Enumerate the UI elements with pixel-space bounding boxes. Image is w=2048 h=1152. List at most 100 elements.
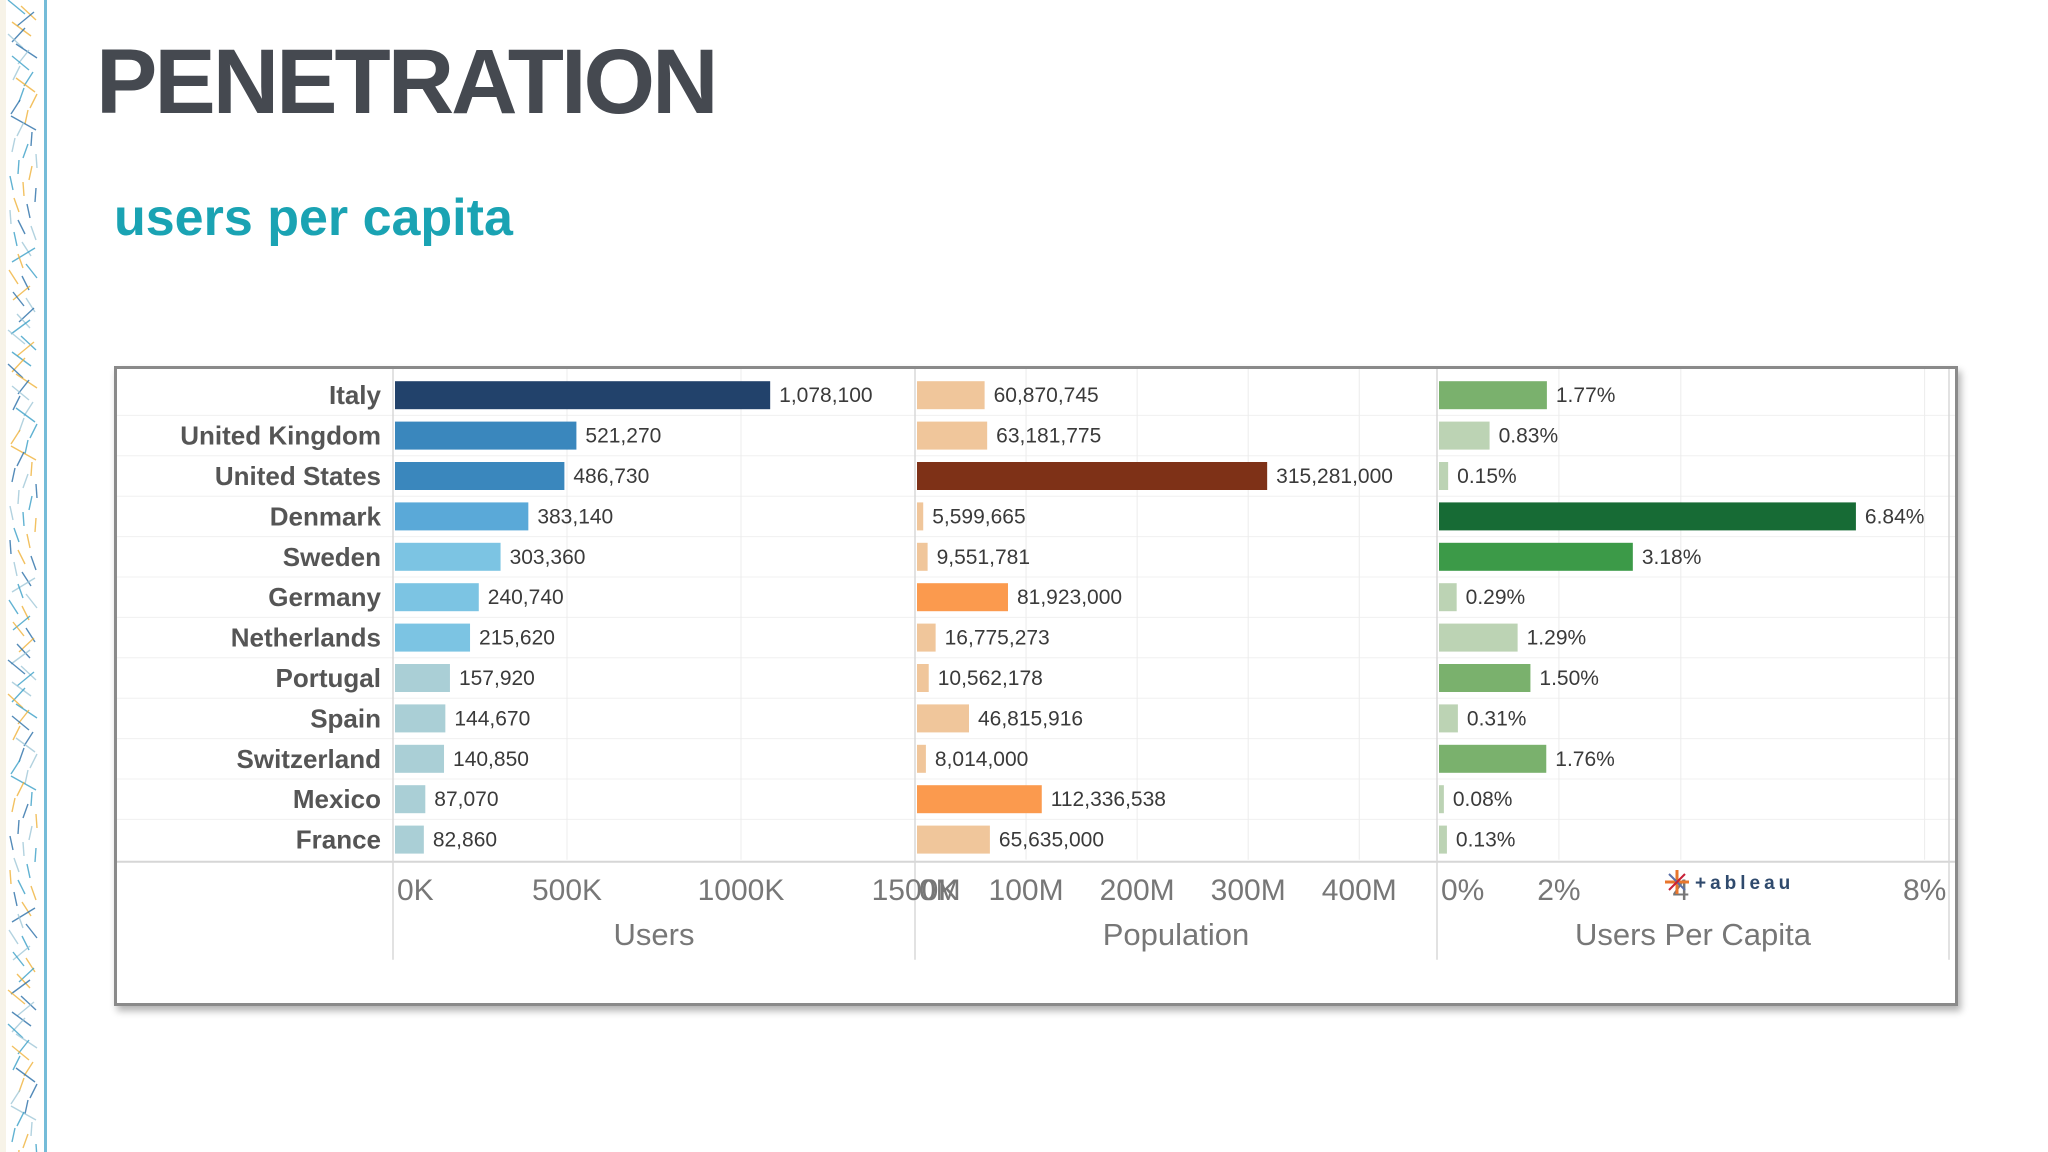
bar [1439, 825, 1447, 854]
category-label: Portugal [276, 663, 381, 693]
bar [395, 704, 446, 733]
tick-label: 400M [1322, 874, 1397, 907]
data-label: 0.31% [1467, 707, 1527, 730]
category-label: Denmark [270, 501, 382, 531]
tick-label: 500K [532, 874, 602, 907]
data-label: 16,775,273 [945, 627, 1050, 650]
tick-label: 1000K [698, 874, 785, 907]
bar-chart: Italy United Kingdom United States Denmark S… [117, 369, 1955, 960]
tick-label: 8% [1903, 874, 1946, 907]
bar [1439, 623, 1518, 652]
data-label: 303,360 [510, 546, 586, 569]
data-label: 215,620 [479, 627, 555, 650]
data-label: 521,270 [585, 425, 661, 448]
bar [917, 421, 988, 450]
tableau-wordmark: +ableau [1695, 873, 1794, 894]
bar [917, 704, 969, 733]
category-label: France [296, 825, 381, 855]
bar [917, 825, 990, 854]
bar [917, 785, 1042, 814]
tableau-logo-icon [1665, 870, 1689, 894]
data-label: 10,562,178 [938, 667, 1043, 690]
bar [395, 542, 501, 571]
bar [1439, 583, 1457, 612]
tick-label: 2% [1537, 874, 1580, 907]
bar [1439, 462, 1449, 490]
data-label: 3.18% [1642, 546, 1702, 569]
data-label: 9,551,781 [937, 546, 1030, 569]
bars [395, 381, 1856, 854]
data-label: 486,730 [573, 465, 649, 488]
data-label: 5,599,665 [932, 505, 1025, 528]
bar [917, 381, 985, 410]
data-label: 87,070 [434, 788, 498, 811]
tick-label: 0M [919, 874, 961, 907]
bar [395, 623, 471, 652]
tableau-watermark: +ableau [1665, 870, 1794, 894]
data-label: 63,181,775 [996, 425, 1101, 448]
data-label: 383,140 [537, 505, 613, 528]
category-label: Sweden [283, 542, 381, 572]
tick-label: 0% [1441, 874, 1484, 907]
category-label: Germany [268, 582, 381, 612]
bar [1439, 664, 1531, 692]
data-label: 1,078,100 [779, 384, 872, 407]
labels: Italy United Kingdom United States Denmark S… [180, 380, 1946, 952]
bar [395, 785, 426, 814]
data-label: 60,870,745 [994, 384, 1099, 407]
bar [395, 825, 424, 854]
bar [917, 623, 936, 652]
bar [1439, 542, 1633, 571]
grid-lines [117, 369, 1955, 960]
bar [395, 502, 529, 531]
tick-label: 100M [989, 874, 1064, 907]
data-label: 1.77% [1556, 384, 1616, 407]
data-label: 240,740 [488, 586, 564, 609]
data-label: 144,670 [454, 707, 530, 730]
bar [1439, 744, 1547, 773]
data-label: 0.13% [1456, 829, 1516, 852]
side-pattern-decoration [0, 0, 47, 1152]
category-label: Switzerland [237, 744, 381, 774]
bar [1439, 381, 1547, 410]
data-label: 140,850 [453, 748, 529, 771]
data-label: 65,635,000 [999, 829, 1104, 852]
bar [395, 583, 479, 612]
axis-title: Users Per Capita [1575, 917, 1812, 952]
bar [917, 664, 929, 692]
bar [1439, 502, 1856, 531]
bar [1439, 421, 1490, 450]
category-label: Netherlands [231, 623, 381, 653]
bar [917, 542, 928, 571]
axis-title: Population [1103, 917, 1250, 952]
bar [395, 744, 445, 773]
bar [1439, 704, 1458, 733]
bar [917, 744, 926, 773]
data-label: 1.50% [1539, 667, 1599, 690]
category-label: Spain [310, 703, 381, 733]
bar [917, 583, 1008, 612]
data-label: 0.15% [1457, 465, 1517, 488]
data-label: 46,815,916 [978, 707, 1083, 730]
bar [395, 421, 577, 450]
data-label: 6.84% [1865, 505, 1925, 528]
category-label: United States [215, 461, 381, 491]
axis-title: Users [614, 917, 695, 952]
tick-label: 300M [1211, 874, 1286, 907]
data-label: 0.29% [1466, 586, 1526, 609]
bar [917, 502, 924, 531]
data-label: 82,860 [433, 829, 497, 852]
category-label: United Kingdom [180, 421, 381, 451]
chart-frame: Italy United Kingdom United States Denmark S… [114, 366, 1958, 1006]
slide-subtitle: users per capita [114, 189, 513, 247]
bar [395, 664, 450, 692]
data-label: 81,923,000 [1017, 586, 1122, 609]
data-label: 112,336,538 [1051, 788, 1166, 811]
tick-label: 1500K [872, 874, 959, 907]
slide-title: PENETRATION [96, 31, 719, 133]
data-label: 1.29% [1527, 627, 1587, 650]
data-label: 0.08% [1453, 788, 1513, 811]
category-label: Mexico [293, 784, 381, 814]
bar [1439, 785, 1444, 814]
data-label: 1.76% [1555, 748, 1615, 771]
